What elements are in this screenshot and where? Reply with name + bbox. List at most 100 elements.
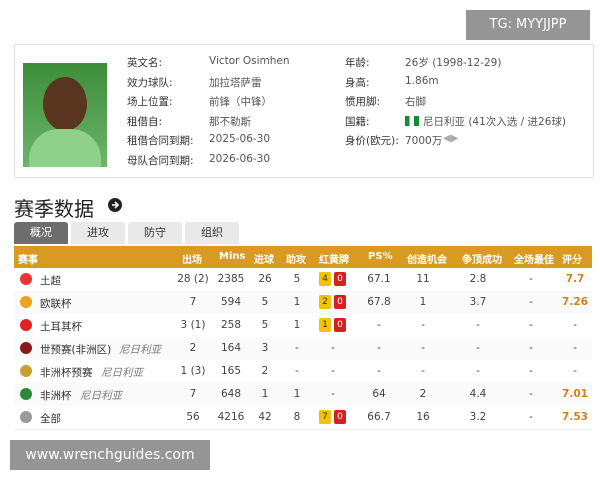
tab[interactable]: 防守 [128,222,182,244]
section-title: 赛季数据 [14,197,94,221]
cell-aerials: 3.2 [469,411,487,423]
cell-mins: 164 [220,342,242,354]
column-header: 出场 [182,255,202,266]
yellow-card: 4 [319,272,331,286]
competition-icon [20,365,32,377]
watermark: www.wrenchguides.com [10,440,210,470]
watermark: TG: MYYJJPP [466,10,590,40]
red-card: 0 [334,272,346,286]
red-card: 0 [334,410,346,424]
field-label: 租借自: [127,115,163,128]
field-value: 那不勒斯 [209,115,251,128]
value-trend-icon[interactable]: ◀▶ [443,133,459,144]
cell-aerials: 4.4 [469,388,487,400]
yellow-card: 7 [319,410,331,424]
cell-motm: - [529,365,533,377]
cell-motm: - [529,388,533,400]
cell-assists: 5 [293,273,301,285]
cell-chances: 11 [416,273,430,285]
cell-mins: 165 [220,365,242,377]
competition-icon [20,273,32,285]
cell-apps: 7 [189,388,197,400]
cell-rating: 7.7 [565,273,585,285]
column-header: 评分 [562,255,582,266]
cell-chances: 2 [419,388,427,400]
cell-cards: - [331,342,335,354]
competition-icon [20,411,32,423]
cell-motm: - [529,273,533,285]
field-label: 母队合同到期: [127,154,194,167]
cell-assists: 1 [293,296,301,308]
column-header: Mins [219,251,246,262]
cell-chances: - [421,365,425,377]
cell-aerials: 2.8 [469,273,487,285]
cell-goals: 5 [261,319,269,331]
profile-card: 英文名: Victor Osimhen 年龄: 26岁 (1998-12-29) 效力球… [14,44,594,178]
arrow-icon[interactable] [108,198,122,212]
cell-mins: 2385 [217,273,245,285]
cell-apps: 7 [189,296,197,308]
field-label: 身高: [345,76,370,89]
column-header: 助攻 [286,255,306,266]
cell-goals: 5 [261,296,269,308]
field-label: 效力球队: [127,76,173,89]
flag-icon [405,115,419,126]
table-header: 赛事 出场 Mins 进球 助攻 红黄牌 PS% 创造机会 争顶成功 全场最佳 评分 [14,246,592,268]
cell-ps: 64 [372,388,386,400]
cell-goals: 26 [258,273,272,285]
field-value: 2026-06-30 [209,152,271,165]
cell-apps: 56 [186,411,200,423]
field-value: 右脚 [405,96,426,108]
cell-cards: - [331,388,335,400]
field-label: 惯用脚: [345,96,381,108]
red-card: 0 [334,318,346,332]
column-header: 进球 [254,255,274,266]
field-value: 前锋（中锋） [209,96,272,108]
cell-chances: 1 [419,296,427,308]
column-header: 赛事 [18,255,38,266]
team-name: 尼日利亚 [80,390,122,402]
table-row: 全部 56 4216 42 8 7 0 66.7 16 3.2 - 7.53 [14,406,592,430]
field-value: Victor Osimhen [209,55,290,67]
competition-name[interactable]: 非洲杯 [40,390,72,402]
cell-rating: - [573,365,577,377]
competition-name[interactable]: 土超 [40,275,61,287]
cell-goals: 3 [261,342,269,354]
competition-name[interactable]: 欧联杯 [40,298,72,310]
field-value: 2025-06-30 [209,133,271,145]
field-label: 年龄: [345,57,370,69]
competition-name[interactable]: 非洲杯预赛 [40,367,93,379]
player-photo [23,63,107,167]
competition-name[interactable]: 世预赛(非洲区) [40,344,112,356]
tab[interactable]: 概况 [14,222,68,244]
cell-aerials: 3.7 [469,296,487,308]
cell-mins: 594 [220,296,242,308]
cell-ps: 66.7 [367,411,391,423]
competition-name[interactable]: 全部 [40,413,61,425]
tab[interactable]: 组织 [185,222,239,244]
cell-aerials: - [476,365,480,377]
competition-name[interactable]: 土耳其杯 [40,321,82,333]
field-label: 场上位置: [127,96,173,108]
cell-assists: - [295,365,299,377]
table-row: 土超 28 (2) 2385 26 5 4 0 67.1 11 2.8 - 7.7 [14,268,592,292]
cell-ps: - [377,342,381,354]
column-header: 创造机会 [407,255,447,266]
tab[interactable]: 进攻 [71,222,125,244]
field-label: 租借合同到期: [127,135,194,147]
cell-apps: 3 (1) [180,319,206,331]
cell-chances: - [421,342,425,354]
cell-goals: 2 [261,365,269,377]
cell-ps: 67.1 [367,273,391,285]
field-value: 7000万 [405,135,443,147]
column-header: 红黄牌 [319,255,349,266]
cell-aerials: - [476,319,480,331]
competition-icon [20,388,32,400]
cell-rating: 7.26 [562,296,588,308]
field-value: 26岁 (1998-12-29) [405,57,502,69]
cell-mins: 4216 [217,411,245,423]
field-label: 身价(欧元): [345,135,399,147]
cell-apps: 1 (3) [180,365,206,377]
table-row: 世预赛(非洲区) 尼日利亚 2 164 3 - - - - - - - [14,337,592,361]
